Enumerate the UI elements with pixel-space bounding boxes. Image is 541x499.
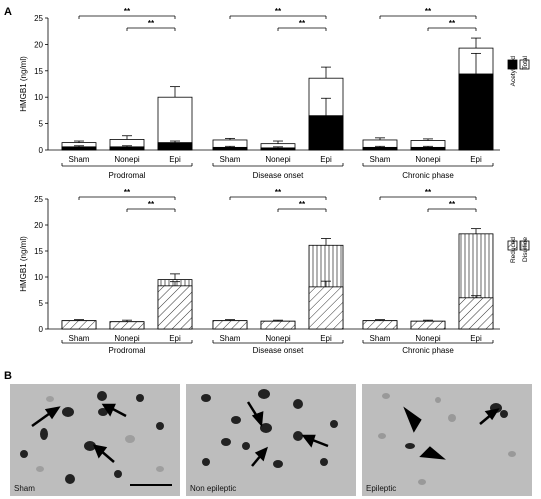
y-tick-label: 10 [34, 93, 43, 102]
category-label: Epi [470, 334, 482, 343]
bar-part [362, 146, 398, 151]
group-label: Prodromal [109, 171, 146, 180]
significance-marker: ** [449, 19, 456, 28]
category-label: Nonepi [265, 334, 291, 343]
micrograph-non-epileptic: Non epileptic [186, 384, 356, 496]
micrograph-sham: Sham [10, 384, 180, 496]
micrograph-sham-label: Sham [14, 484, 35, 493]
legend-swatch [519, 240, 530, 251]
category-label: Sham [69, 334, 90, 343]
significance-marker: ** [275, 7, 282, 16]
category-label: Nonepi [114, 155, 140, 164]
y-tick-label: 25 [34, 14, 43, 23]
significance-marker: ** [124, 7, 131, 16]
significance-marker: ** [299, 200, 306, 209]
significance-marker: ** [449, 200, 456, 209]
category-label: Nonepi [415, 334, 441, 343]
y-axis-label: HMGB1 (ng/ml) [19, 56, 28, 112]
bar-part [109, 321, 145, 330]
y-tick-label: 10 [34, 273, 43, 282]
micrograph-non-epileptic-label: Non epileptic [190, 484, 237, 493]
bar-part [458, 73, 494, 151]
category-label: Epi [470, 155, 482, 164]
legend-label: Acetylated [510, 56, 517, 87]
category-label: Nonepi [415, 155, 441, 164]
legend-swatch [507, 240, 518, 251]
scale-bar [130, 484, 172, 486]
group-label: Prodromal [109, 346, 146, 355]
y-tick-label: 20 [34, 40, 43, 49]
significance-marker: ** [425, 188, 432, 197]
bar-part [61, 320, 97, 330]
hmgb1-bar-charts: 0 5 10 15 20 25 HMGB1 (ng/ml) Sham Nonepi Epi ** **… [19, 7, 530, 355]
legend-swatch [519, 59, 530, 70]
y-tick-label: 5 [39, 299, 44, 308]
bar-part [157, 142, 193, 151]
group-label: Disease onset [253, 346, 304, 355]
panel-label-b: B [4, 370, 12, 382]
bar-part [212, 320, 248, 330]
significance-marker: ** [275, 188, 282, 197]
bar-part [212, 146, 248, 151]
bar-part [61, 146, 97, 151]
y-tick-label: 5 [39, 120, 44, 129]
bar-part [410, 146, 446, 151]
bar-part [362, 320, 398, 330]
legend-swatch [507, 59, 518, 70]
y-tick-label: 0 [39, 146, 44, 155]
category-label: Epi [320, 155, 332, 164]
category-label: Nonepi [265, 155, 291, 164]
group-label: Chronic phase [402, 346, 454, 355]
bar-part [157, 285, 193, 330]
category-label: Sham [220, 155, 241, 164]
legend-label: Total [522, 55, 529, 69]
bar-part [308, 115, 344, 151]
bar-part [260, 147, 296, 151]
y-tick-label: 15 [34, 67, 43, 76]
y-axis-label: HMGB1 (ng/ml) [19, 236, 28, 292]
bar-part [109, 146, 145, 151]
micrograph-epileptic-image [378, 393, 516, 485]
significance-marker: ** [124, 188, 131, 197]
significance-marker: ** [148, 200, 155, 209]
micrograph-epileptic: Epileptic [362, 384, 532, 496]
group-label: Chronic phase [402, 171, 454, 180]
significance-marker: ** [425, 7, 432, 16]
category-label: Epi [169, 155, 181, 164]
y-tick-label: 0 [39, 325, 44, 334]
legend-label: Reduced [510, 237, 517, 263]
category-label: Epi [320, 334, 332, 343]
micrograph-non-epileptic-image [201, 389, 338, 468]
category-label: Sham [220, 334, 241, 343]
category-label: Sham [370, 334, 391, 343]
panel-label-a: A [4, 6, 12, 18]
bar-part [458, 297, 494, 330]
bar-part [410, 320, 446, 330]
bar-part [308, 286, 344, 330]
micrograph-sham-image [20, 391, 164, 484]
group-label: Disease onset [253, 171, 304, 180]
category-label: Sham [69, 155, 90, 164]
micrograph-epileptic-label: Epileptic [366, 484, 397, 493]
category-label: Sham [370, 155, 391, 164]
y-tick-label: 25 [34, 195, 43, 204]
significance-marker: ** [299, 19, 306, 28]
bar-part [260, 320, 296, 330]
category-label: Epi [169, 334, 181, 343]
y-tick-label: 20 [34, 221, 43, 230]
y-tick-label: 15 [34, 247, 43, 256]
category-label: Nonepi [114, 334, 140, 343]
legend-label: Disulfide [522, 237, 529, 262]
significance-marker: ** [148, 19, 155, 28]
